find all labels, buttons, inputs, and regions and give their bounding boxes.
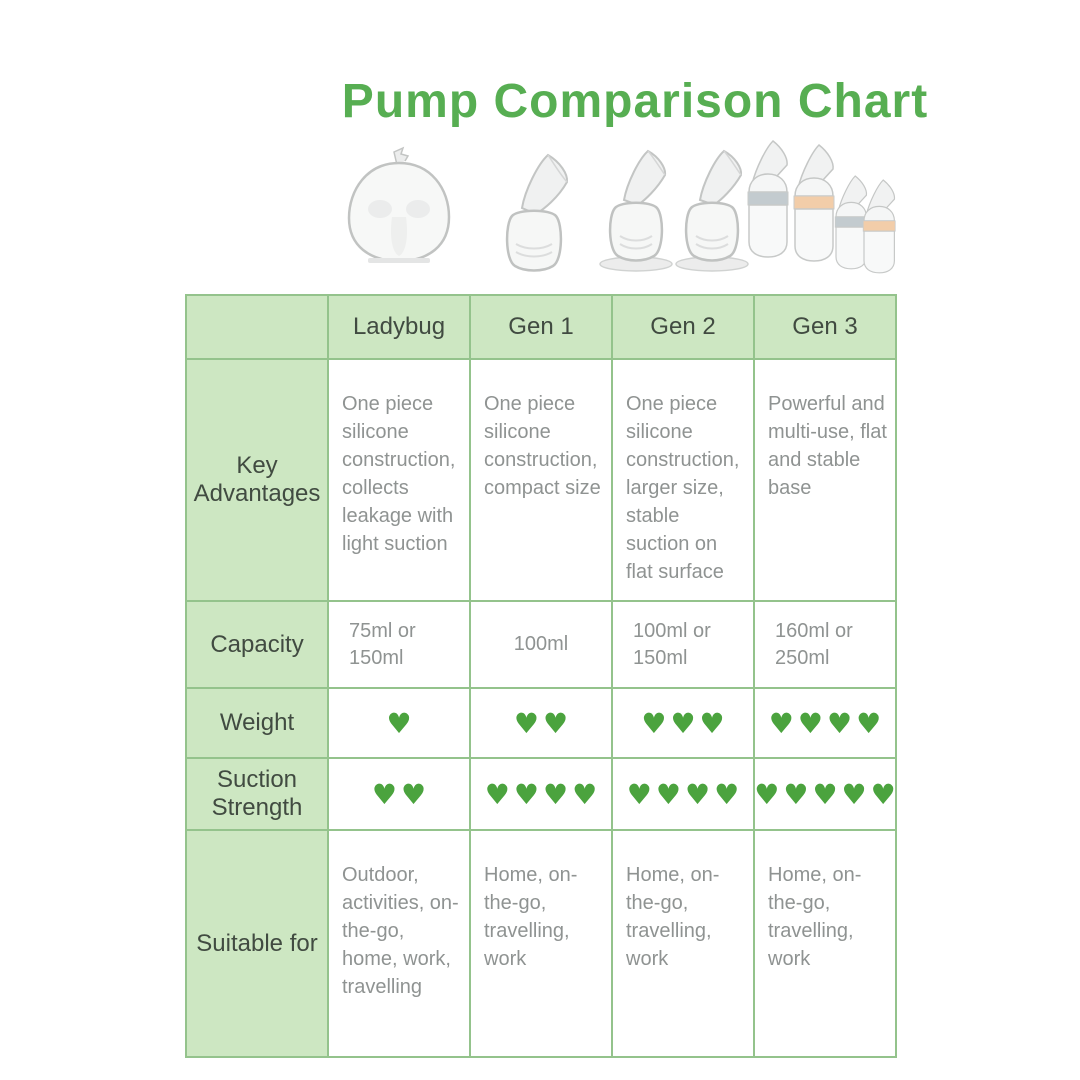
capacity-value: 75ml or 150ml (349, 619, 416, 669)
capacity-value: 100ml or 150ml (633, 619, 711, 669)
ladybug-detail-right (406, 200, 430, 218)
table-corner-cell (187, 296, 327, 358)
row-header-weight: Weight (187, 689, 327, 757)
cell-suction-gen3-hearts: ♥♥♥♥♥ (755, 759, 895, 829)
gen2-pump-left (598, 149, 674, 273)
cell-suitable-gen3: Home, on-the-go, travelling, work (755, 831, 895, 1056)
cell-suction-ladybug-hearts: ♥♥ (329, 759, 469, 829)
ladybug-detail-center (390, 217, 408, 256)
gen1-funnel (520, 153, 569, 216)
cell-suitable-gen2: Home, on-the-go, travelling, work (613, 831, 753, 1056)
column-header-ladybug: Ladybug (329, 296, 469, 358)
cell-key-advantages-ladybug: One piece silicone construction, collect… (329, 360, 469, 600)
column-header-gen3: Gen 3 (755, 296, 895, 358)
row-header-suitable-for: Suitable for (187, 831, 327, 1056)
gen1-funnel-rim (547, 154, 568, 183)
gen1-ridge (515, 251, 553, 258)
cell-weight-gen2-hearts: ♥♥♥ (613, 689, 753, 757)
gen1-body (505, 209, 563, 272)
ladybug-base (368, 258, 430, 263)
cell-key-advantages-gen3: Powerful and multi-use, flat and stable … (755, 360, 895, 600)
gen3-four-pumps-illustration (747, 140, 896, 274)
ladybug-pump-illustration (347, 146, 451, 263)
capacity-value: 160ml or 250ml (775, 619, 853, 669)
page-title: Pump Comparison Chart (341, 75, 929, 128)
row-header-suction-strength: Suction Strength (187, 759, 327, 829)
ladybug-valve-stem (393, 146, 410, 166)
gen2-pump-right (674, 149, 750, 273)
gen2-two-pumps-illustration (598, 149, 750, 273)
gen1-ridge (515, 243, 553, 250)
ladybug-detail-left (368, 200, 392, 218)
gen3-bottle-front-right (862, 179, 896, 274)
gen3-bottle-back-right (793, 144, 835, 262)
row-header-key-advantages: Key Advantages (187, 360, 327, 600)
cell-suction-gen1-hearts: ♥♥♥♥ (471, 759, 611, 829)
gen3-bottle-back-left (747, 140, 789, 258)
cell-suction-gen2-hearts: ♥♥♥♥ (613, 759, 753, 829)
row-header-capacity: Capacity (187, 602, 327, 687)
capacity-value: 100ml (513, 633, 569, 655)
column-header-gen1: Gen 1 (471, 296, 611, 358)
cell-weight-gen1-hearts: ♥♥ (471, 689, 611, 757)
cell-capacity-gen3: 160ml or 250ml (755, 602, 895, 687)
column-header-gen2: Gen 2 (613, 296, 753, 358)
comparison-table: Ladybug Gen 1 Gen 2 Gen 3 Key Advantages… (185, 294, 897, 1058)
gen3-bottle-front-left (834, 175, 868, 270)
cell-key-advantages-gen1: One piece silicone construction, compact… (471, 360, 611, 600)
gen1-pump-illustration (505, 153, 569, 272)
cell-suitable-ladybug: Outdoor, activities, on-the-go, home, wo… (329, 831, 469, 1056)
cell-capacity-gen1: 100ml (471, 602, 611, 687)
cell-suitable-gen1: Home, on-the-go, travelling, work (471, 831, 611, 1056)
cell-weight-gen3-hearts: ♥♥♥♥ (755, 689, 895, 757)
cell-capacity-gen2: 100ml or 150ml (613, 602, 753, 687)
cell-capacity-ladybug: 75ml or 150ml (329, 602, 469, 687)
cell-weight-ladybug-hearts: ♥ (329, 689, 469, 757)
cell-key-advantages-gen2: One piece silicone construction, larger … (613, 360, 753, 600)
